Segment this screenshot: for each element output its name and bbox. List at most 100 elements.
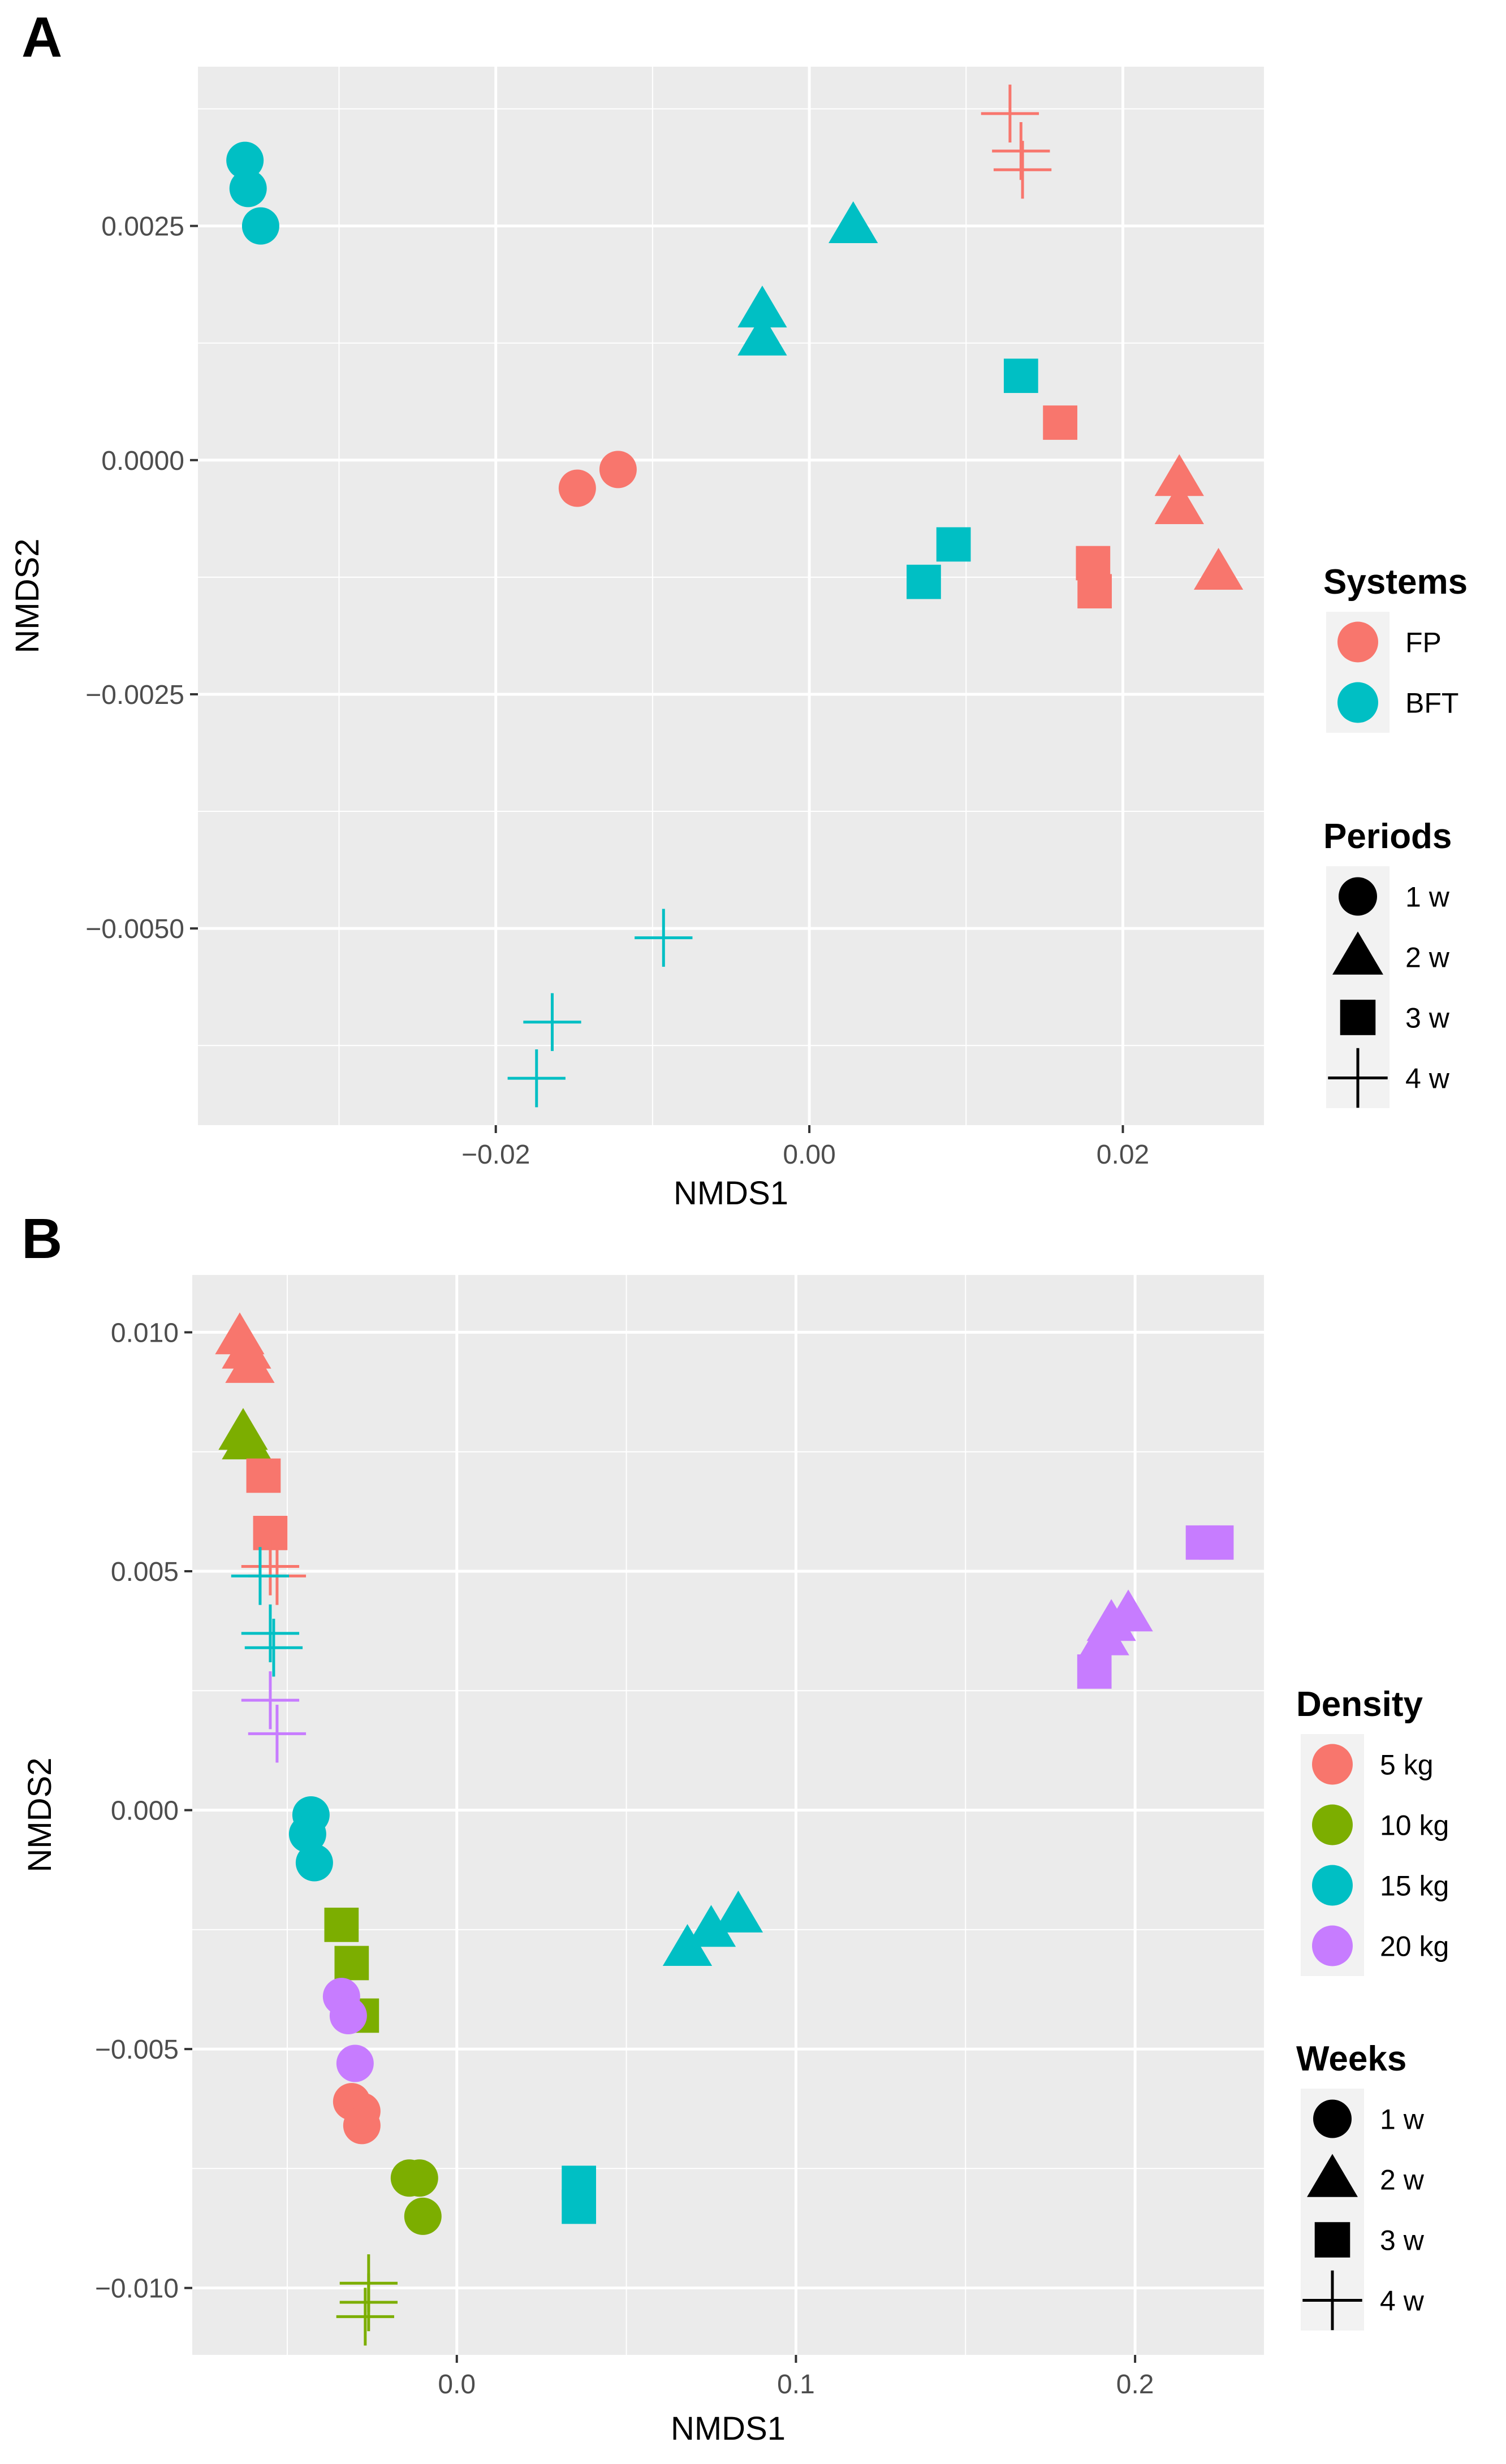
data-point — [558, 469, 596, 507]
color-legend-label: 20 kg — [1380, 1931, 1449, 1962]
data-point — [246, 1458, 281, 1493]
data-point — [336, 2044, 374, 2082]
panel-label: B — [21, 1207, 62, 1270]
data-point — [241, 1671, 300, 1730]
data-point — [1199, 1525, 1234, 1560]
data-point — [907, 564, 941, 599]
color-legend-label: FP — [1405, 627, 1442, 659]
shape-legend-label: 4 w — [1405, 1063, 1450, 1095]
data-point — [288, 1815, 326, 1853]
data-point — [1193, 547, 1244, 590]
color-legend-swatch — [1312, 1925, 1353, 1966]
shape-legend-symbol — [1313, 2099, 1352, 2138]
data-point — [936, 527, 971, 562]
y-tick-label: −0.005 — [95, 2035, 179, 2065]
data-point — [981, 84, 1039, 142]
data-point — [1077, 1654, 1112, 1689]
data-point — [222, 1417, 271, 1460]
shape-legend-label: 3 w — [1380, 2225, 1425, 2256]
shape-legend-label: 4 w — [1380, 2285, 1425, 2317]
data-point — [226, 141, 264, 179]
data-point — [737, 286, 787, 328]
data-point — [1154, 454, 1204, 496]
shape-legend-symbol — [1328, 1048, 1388, 1108]
data-point — [635, 909, 693, 967]
color-legend-title: Systems — [1323, 563, 1468, 602]
data-point — [336, 2288, 394, 2346]
shape-legend-symbol — [1307, 2154, 1358, 2197]
color-legend-swatch — [1312, 1865, 1353, 1906]
shape-legend-label: 2 w — [1405, 942, 1450, 974]
data-point — [1077, 574, 1112, 609]
shape-legend-title: Periods — [1323, 817, 1452, 856]
data-point — [343, 2107, 381, 2145]
data-point — [1003, 358, 1038, 394]
color-legend-label: BFT — [1405, 688, 1458, 719]
y-tick-label: −0.0050 — [85, 914, 184, 944]
x-tick-label: 0.0 — [438, 2370, 476, 2400]
y-tick-label: 0.005 — [111, 1557, 179, 1587]
color-legend-label: 5 kg — [1380, 1749, 1434, 1781]
shape-legend-label: 1 w — [1380, 2104, 1425, 2136]
data-point — [599, 451, 637, 489]
y-tick-label: 0.0025 — [101, 212, 184, 242]
panel-label: A — [21, 6, 62, 69]
data-point — [1103, 1589, 1153, 1632]
y-tick-label: −0.0025 — [85, 680, 184, 710]
color-legend-swatch — [1312, 1744, 1353, 1785]
data-point — [828, 201, 878, 243]
y-axis-title: NMDS2 — [21, 1757, 58, 1872]
y-axis-title: NMDS2 — [9, 538, 46, 653]
data-point — [324, 1908, 359, 1942]
data-point — [507, 1049, 566, 1108]
plot-background — [192, 1275, 1264, 2355]
data-point — [241, 1604, 300, 1662]
data-point — [241, 207, 279, 245]
color-legend-label: 10 kg — [1380, 1810, 1449, 1841]
shape-legend-label: 3 w — [1405, 1002, 1450, 1034]
data-point — [523, 993, 581, 1051]
data-point — [244, 1619, 303, 1677]
data-point — [329, 1996, 367, 2034]
data-point — [713, 1890, 763, 1933]
x-tick-label: 0.02 — [1097, 1140, 1149, 1170]
data-point — [231, 1547, 290, 1605]
color-legend-label: 15 kg — [1380, 1870, 1449, 1902]
data-point — [229, 170, 267, 208]
data-point — [1043, 405, 1077, 440]
data-point — [295, 1844, 333, 1882]
color-legend-swatch — [1312, 1804, 1353, 1845]
data-point — [339, 2273, 398, 2332]
data-point — [993, 141, 1052, 199]
data-points — [226, 84, 1244, 1108]
shape-legend-label: 2 w — [1380, 2164, 1425, 2196]
data-point — [662, 1923, 713, 1966]
shape-legend-label: 1 w — [1405, 881, 1450, 913]
y-tick-label: 0.000 — [111, 1796, 179, 1826]
shape-legend-symbol — [1314, 2222, 1350, 2258]
shape-legend-title: Weeks — [1296, 2039, 1406, 2078]
x-tick-label: 0.00 — [783, 1140, 835, 1170]
shape-legend-symbol — [1302, 2270, 1362, 2331]
panel-b: B 0.0 0.1 0.2 0.010 0.005 0.000 −0.005 −0.010 NMD… — [21, 1207, 1449, 2447]
x-tick-label: 0.2 — [1116, 2370, 1154, 2400]
data-point — [248, 1705, 307, 1763]
x-axis-title: NMDS1 — [671, 2410, 786, 2447]
data-point — [562, 2189, 596, 2224]
data-point — [225, 1341, 275, 1383]
shape-legend-symbol — [1340, 1000, 1376, 1035]
data-points — [215, 1312, 1234, 2346]
data-point — [404, 2197, 442, 2235]
data-point — [737, 313, 787, 356]
y-tick-label: −0.010 — [95, 2274, 179, 2304]
data-point — [334, 1946, 369, 1981]
data-point — [400, 2159, 438, 2197]
data-point — [241, 1537, 300, 1596]
y-tick-label: 0.0000 — [101, 446, 184, 476]
x-tick-label: −0.02 — [461, 1140, 530, 1170]
y-tick-label: 0.010 — [111, 1318, 179, 1348]
shape-legend-symbol — [1339, 877, 1377, 916]
color-legend-swatch — [1337, 621, 1378, 663]
shape-legend-symbol — [1332, 931, 1383, 975]
